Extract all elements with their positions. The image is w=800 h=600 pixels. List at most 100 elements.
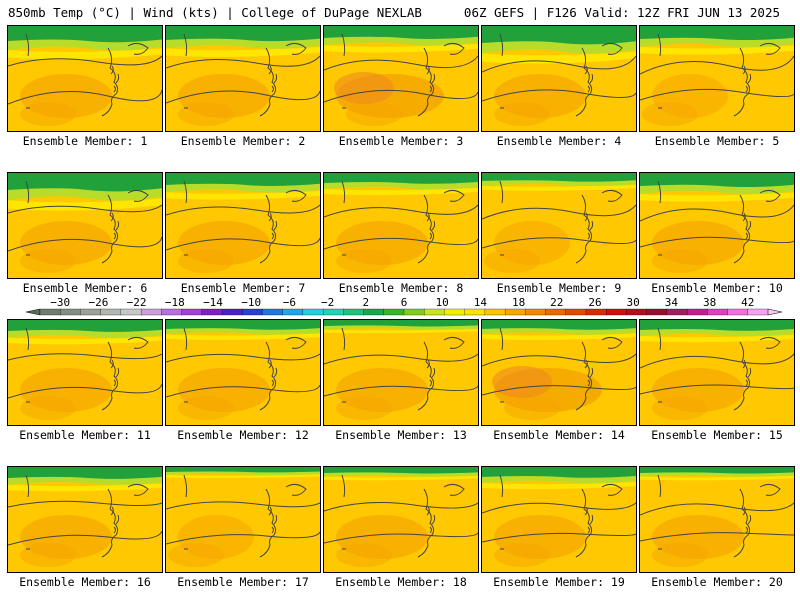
member-label: Ensemble Member: 16 bbox=[19, 575, 151, 589]
colorbar-right-arrow bbox=[767, 308, 783, 316]
colorbar-bin bbox=[80, 308, 102, 316]
member-map-panel bbox=[165, 466, 321, 573]
member-label: Ensemble Member: 13 bbox=[335, 428, 467, 442]
colorbar-bin bbox=[626, 308, 648, 316]
member-map-panel bbox=[639, 172, 795, 279]
member-label: Ensemble Member: 4 bbox=[496, 134, 622, 148]
colorbar-tick-label: −22 bbox=[127, 296, 147, 309]
member-map-panel bbox=[323, 172, 479, 279]
colorbar-tick-label: −14 bbox=[203, 296, 223, 309]
header: 850mb Temp (°C) | Wind (kts) | College o… bbox=[0, 0, 800, 24]
colorbar-bin bbox=[140, 308, 162, 316]
colorbar-tick-label: −18 bbox=[165, 296, 185, 309]
member-label: Ensemble Member: 9 bbox=[496, 281, 622, 295]
colorbar-tick-label: −10 bbox=[241, 296, 261, 309]
colorbar-tick-label: 34 bbox=[665, 296, 679, 309]
member-map-panel bbox=[7, 172, 163, 279]
member-label: Ensemble Member: 7 bbox=[180, 281, 306, 295]
colorbar-bin bbox=[585, 308, 607, 316]
colorbar-bin bbox=[444, 308, 466, 316]
colorbar-bin bbox=[403, 308, 425, 316]
member-label: Ensemble Member: 5 bbox=[654, 134, 780, 148]
colorbar-tick-label: 2 bbox=[362, 296, 369, 309]
colorbar-bin bbox=[181, 308, 203, 316]
colorbar-bin bbox=[707, 308, 729, 316]
member-label: Ensemble Member: 1 bbox=[22, 134, 148, 148]
member-label: Ensemble Member: 12 bbox=[177, 428, 309, 442]
member-map-panel bbox=[165, 172, 321, 279]
member-map-panel bbox=[7, 25, 163, 132]
colorbar-tick-label: 14 bbox=[474, 296, 488, 309]
member-map-panel bbox=[481, 172, 637, 279]
member-map-panel bbox=[165, 319, 321, 426]
member-map-panel bbox=[323, 466, 479, 573]
chart-title: 850mb Temp (°C) | Wind (kts) | College o… bbox=[8, 5, 422, 20]
colorbar-bin bbox=[545, 308, 567, 316]
colorbar-bin bbox=[383, 308, 405, 316]
member-map-panel bbox=[323, 25, 479, 132]
colorbar-bin bbox=[60, 308, 81, 316]
colorbar-tick-label: 18 bbox=[512, 296, 525, 309]
member-label: Ensemble Member: 10 bbox=[651, 281, 783, 295]
colorbar-bin bbox=[464, 308, 486, 316]
member-map-panel bbox=[481, 466, 637, 573]
colorbar-bin bbox=[120, 308, 142, 316]
member-label: Ensemble Member: 15 bbox=[651, 428, 783, 442]
colorbar-bin bbox=[262, 308, 284, 316]
colorbar-tick-label: 38 bbox=[703, 296, 716, 309]
colorbar-bin bbox=[302, 308, 324, 316]
colorbar-tick-label: 26 bbox=[588, 296, 601, 309]
member-label: Ensemble Member: 17 bbox=[177, 575, 309, 589]
colorbar-bin bbox=[343, 308, 365, 316]
member-label: Ensemble Member: 20 bbox=[651, 575, 783, 589]
colorbar-bin bbox=[666, 308, 688, 316]
colorbar-tick-label: 6 bbox=[401, 296, 408, 309]
colorbar-tick-label: −26 bbox=[88, 296, 108, 309]
colorbar-bin bbox=[201, 308, 223, 316]
member-label: Ensemble Member: 18 bbox=[335, 575, 467, 589]
colorbar-bin bbox=[161, 308, 183, 316]
colorbar-bin bbox=[282, 308, 304, 316]
member-label: Ensemble Member: 6 bbox=[22, 281, 148, 295]
colorbar-bin bbox=[747, 308, 769, 316]
colorbar-bin bbox=[242, 308, 263, 316]
valid-time: 06Z GEFS | F126 Valid: 12Z FRI JUN 13 20… bbox=[463, 5, 780, 20]
member-label: Ensemble Member: 11 bbox=[19, 428, 151, 442]
colorbar-bin bbox=[686, 308, 708, 316]
colorbar-tick-label: −6 bbox=[283, 296, 296, 309]
colorbar-bin bbox=[39, 308, 61, 316]
colorbar-tick-label: 10 bbox=[436, 296, 449, 309]
colorbar-tick-label: 42 bbox=[741, 296, 754, 309]
colorbar-bin bbox=[100, 308, 122, 316]
colorbar-bin bbox=[525, 308, 547, 316]
member-label: Ensemble Member: 2 bbox=[180, 134, 306, 148]
member-map-panel bbox=[7, 466, 163, 573]
colorbar-bin bbox=[565, 308, 587, 316]
member-map-panel bbox=[481, 319, 637, 426]
colorbar-bin bbox=[504, 308, 526, 316]
member-map-panel bbox=[7, 319, 163, 426]
colorbar-tick-label: −2 bbox=[321, 296, 334, 309]
member-label: Ensemble Member: 19 bbox=[493, 575, 625, 589]
member-label: Ensemble Member: 3 bbox=[338, 134, 464, 148]
member-map-panel bbox=[639, 466, 795, 573]
member-map-panel bbox=[481, 25, 637, 132]
colorbar-bin bbox=[424, 308, 445, 316]
colorbar-bin bbox=[727, 308, 749, 316]
member-map-panel bbox=[165, 25, 321, 132]
colorbar-bin bbox=[221, 308, 243, 316]
colorbar-bin bbox=[646, 308, 668, 316]
colorbar-tick-label: 22 bbox=[550, 296, 563, 309]
colorbar-tick-label: 30 bbox=[627, 296, 640, 309]
colorbar-bin bbox=[484, 308, 506, 316]
colorbar-bin bbox=[363, 308, 385, 316]
colorbar-left-arrow bbox=[25, 308, 41, 316]
colorbar-bin bbox=[606, 308, 627, 316]
member-map-panel bbox=[639, 319, 795, 426]
colorbar-bin bbox=[322, 308, 344, 316]
temperature-colorbar: −30 −26 −22 −18 −14 −10 −6 −2 2 6 10 14 18 22 26 30 34 38… bbox=[25, 296, 783, 316]
member-map-panel bbox=[639, 25, 795, 132]
member-label: Ensemble Member: 14 bbox=[493, 428, 625, 442]
colorbar-tick-label: −30 bbox=[50, 296, 70, 309]
member-map-panel bbox=[323, 319, 479, 426]
